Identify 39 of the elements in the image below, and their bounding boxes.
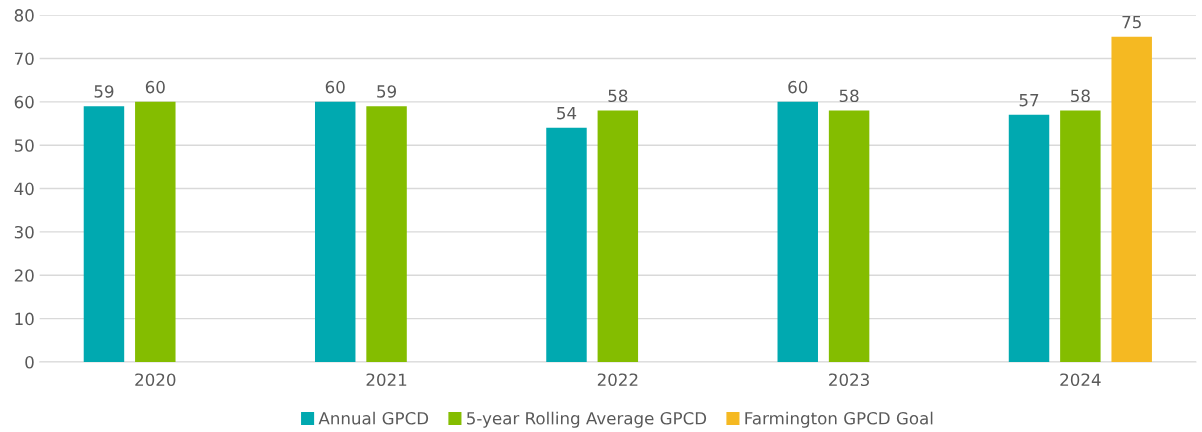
data-label: 58 bbox=[608, 89, 628, 103]
y-tick-label: 40 bbox=[14, 182, 34, 196]
x-tick-label: 2022 bbox=[597, 373, 638, 387]
bar bbox=[366, 106, 407, 363]
data-label: 58 bbox=[1071, 89, 1090, 103]
y-tick-label: 80 bbox=[14, 9, 34, 22]
bar bbox=[546, 127, 587, 363]
data-label: 75 bbox=[1122, 15, 1141, 29]
x-tick-label: 2020 bbox=[135, 373, 176, 387]
y-tick-label: 50 bbox=[14, 139, 34, 152]
y-tick-label: 10 bbox=[15, 312, 34, 326]
data-label: 60 bbox=[788, 80, 808, 94]
y-tick-label: 0 bbox=[25, 355, 34, 369]
bar bbox=[777, 101, 818, 363]
data-label: 60 bbox=[145, 80, 165, 94]
data-label: 57 bbox=[1019, 94, 1039, 107]
bar bbox=[597, 110, 639, 363]
data-label: 54 bbox=[557, 107, 577, 120]
data-label: 59 bbox=[94, 85, 114, 98]
legend-label: 5-year Rolling Average GPCD bbox=[467, 411, 707, 428]
x-tick-label: 2024 bbox=[1060, 373, 1101, 387]
bar bbox=[1060, 110, 1101, 363]
legend-label: Annual GPCD bbox=[318, 411, 429, 425]
bar bbox=[135, 101, 176, 363]
bar bbox=[1008, 114, 1050, 363]
legend-label: Farmington GPCD Goal bbox=[745, 411, 933, 428]
bar bbox=[314, 101, 356, 363]
bar bbox=[828, 110, 870, 363]
x-tick-label: 2023 bbox=[829, 373, 869, 387]
bar bbox=[83, 106, 125, 363]
y-tick-label: 60 bbox=[14, 95, 34, 109]
y-tick-label: 20 bbox=[14, 269, 34, 282]
bar bbox=[1111, 36, 1152, 363]
y-tick-label: 70 bbox=[14, 52, 34, 66]
x-tick-label: 2021 bbox=[366, 373, 407, 387]
data-label: 58 bbox=[839, 89, 859, 103]
data-label: 60 bbox=[325, 80, 345, 94]
data-label: 59 bbox=[377, 85, 396, 98]
y-tick-label: 30 bbox=[14, 225, 34, 239]
